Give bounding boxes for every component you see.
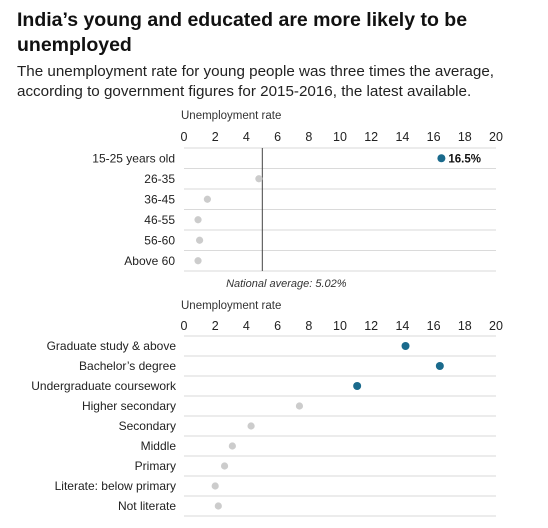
x-tick-label: 0 [181, 319, 188, 333]
category-label: Above 60 [124, 254, 175, 268]
x-tick-label: 14 [395, 319, 409, 333]
category-label: Bachelor’s degree [79, 359, 176, 373]
x-tick-label: 8 [305, 130, 312, 144]
data-point [194, 257, 202, 265]
data-point [214, 502, 222, 510]
data-point [211, 482, 219, 490]
data-point [196, 236, 204, 244]
x-tick-label: 10 [333, 319, 347, 333]
chart-subtitle: The unemployment rate for young people w… [17, 63, 494, 100]
x-tick-label: 10 [333, 130, 347, 144]
category-label: 36-45 [144, 192, 175, 206]
data-point [228, 442, 236, 450]
x-tick-label: 6 [274, 130, 281, 144]
data-point [401, 342, 410, 350]
data-point [437, 154, 446, 163]
data-point [295, 402, 304, 410]
x-axis-label: Unemployment rate [181, 300, 281, 312]
category-label: 15-25 years old [92, 151, 175, 165]
category-label: Primary [135, 459, 176, 473]
x-tick-label: 14 [395, 130, 409, 144]
x-axis-label: Unemployment rate [181, 110, 281, 122]
x-tick-label: 4 [243, 319, 250, 333]
category-label: 56-60 [144, 233, 175, 247]
x-tick-label: 20 [489, 130, 503, 144]
x-tick-label: 2 [212, 319, 219, 333]
category-label: Middle [141, 439, 177, 453]
data-label: 16.5% [448, 153, 481, 165]
x-tick-label: 2 [212, 130, 219, 144]
x-tick-label: 4 [243, 130, 250, 144]
data-point [203, 195, 211, 203]
x-tick-label: 16 [427, 319, 441, 333]
x-tick-label: 12 [364, 319, 378, 333]
category-label: Literate: below primary [55, 479, 176, 493]
data-point [247, 422, 255, 430]
data-point [220, 462, 229, 470]
chart-title: India’s young and educated are more like… [17, 9, 468, 56]
x-tick-label: 0 [181, 130, 188, 144]
x-tick-label: 16 [427, 130, 441, 144]
category-label: 46-55 [144, 213, 175, 227]
chart-education: Unemployment rate 0 2 4 6 8 10 12 14 16 18 20 Gradua… [31, 300, 503, 517]
category-label: Undergraduate coursework [31, 379, 177, 393]
x-tick-label: 12 [364, 130, 378, 144]
x-tick-label: 18 [458, 319, 472, 333]
category-label: Secondary [119, 419, 176, 433]
chart-age: Unemployment rate 0 2 4 6 8 10 12 14 16 18 20 Nation… [92, 110, 503, 290]
x-tick-label: 6 [274, 319, 281, 333]
x-tick-label: 20 [489, 319, 503, 333]
x-tick-label: 8 [305, 319, 312, 333]
category-label: Graduate study & above [47, 339, 177, 353]
x-tick-label: 18 [458, 130, 472, 144]
data-point [255, 175, 263, 183]
category-label: Not literate [118, 499, 176, 513]
data-point [435, 362, 444, 370]
data-point [353, 382, 362, 390]
average-label: National average: 5.02% [226, 278, 347, 290]
category-label: 26-35 [144, 172, 175, 186]
data-point [194, 216, 202, 224]
category-label: Higher secondary [82, 399, 176, 413]
